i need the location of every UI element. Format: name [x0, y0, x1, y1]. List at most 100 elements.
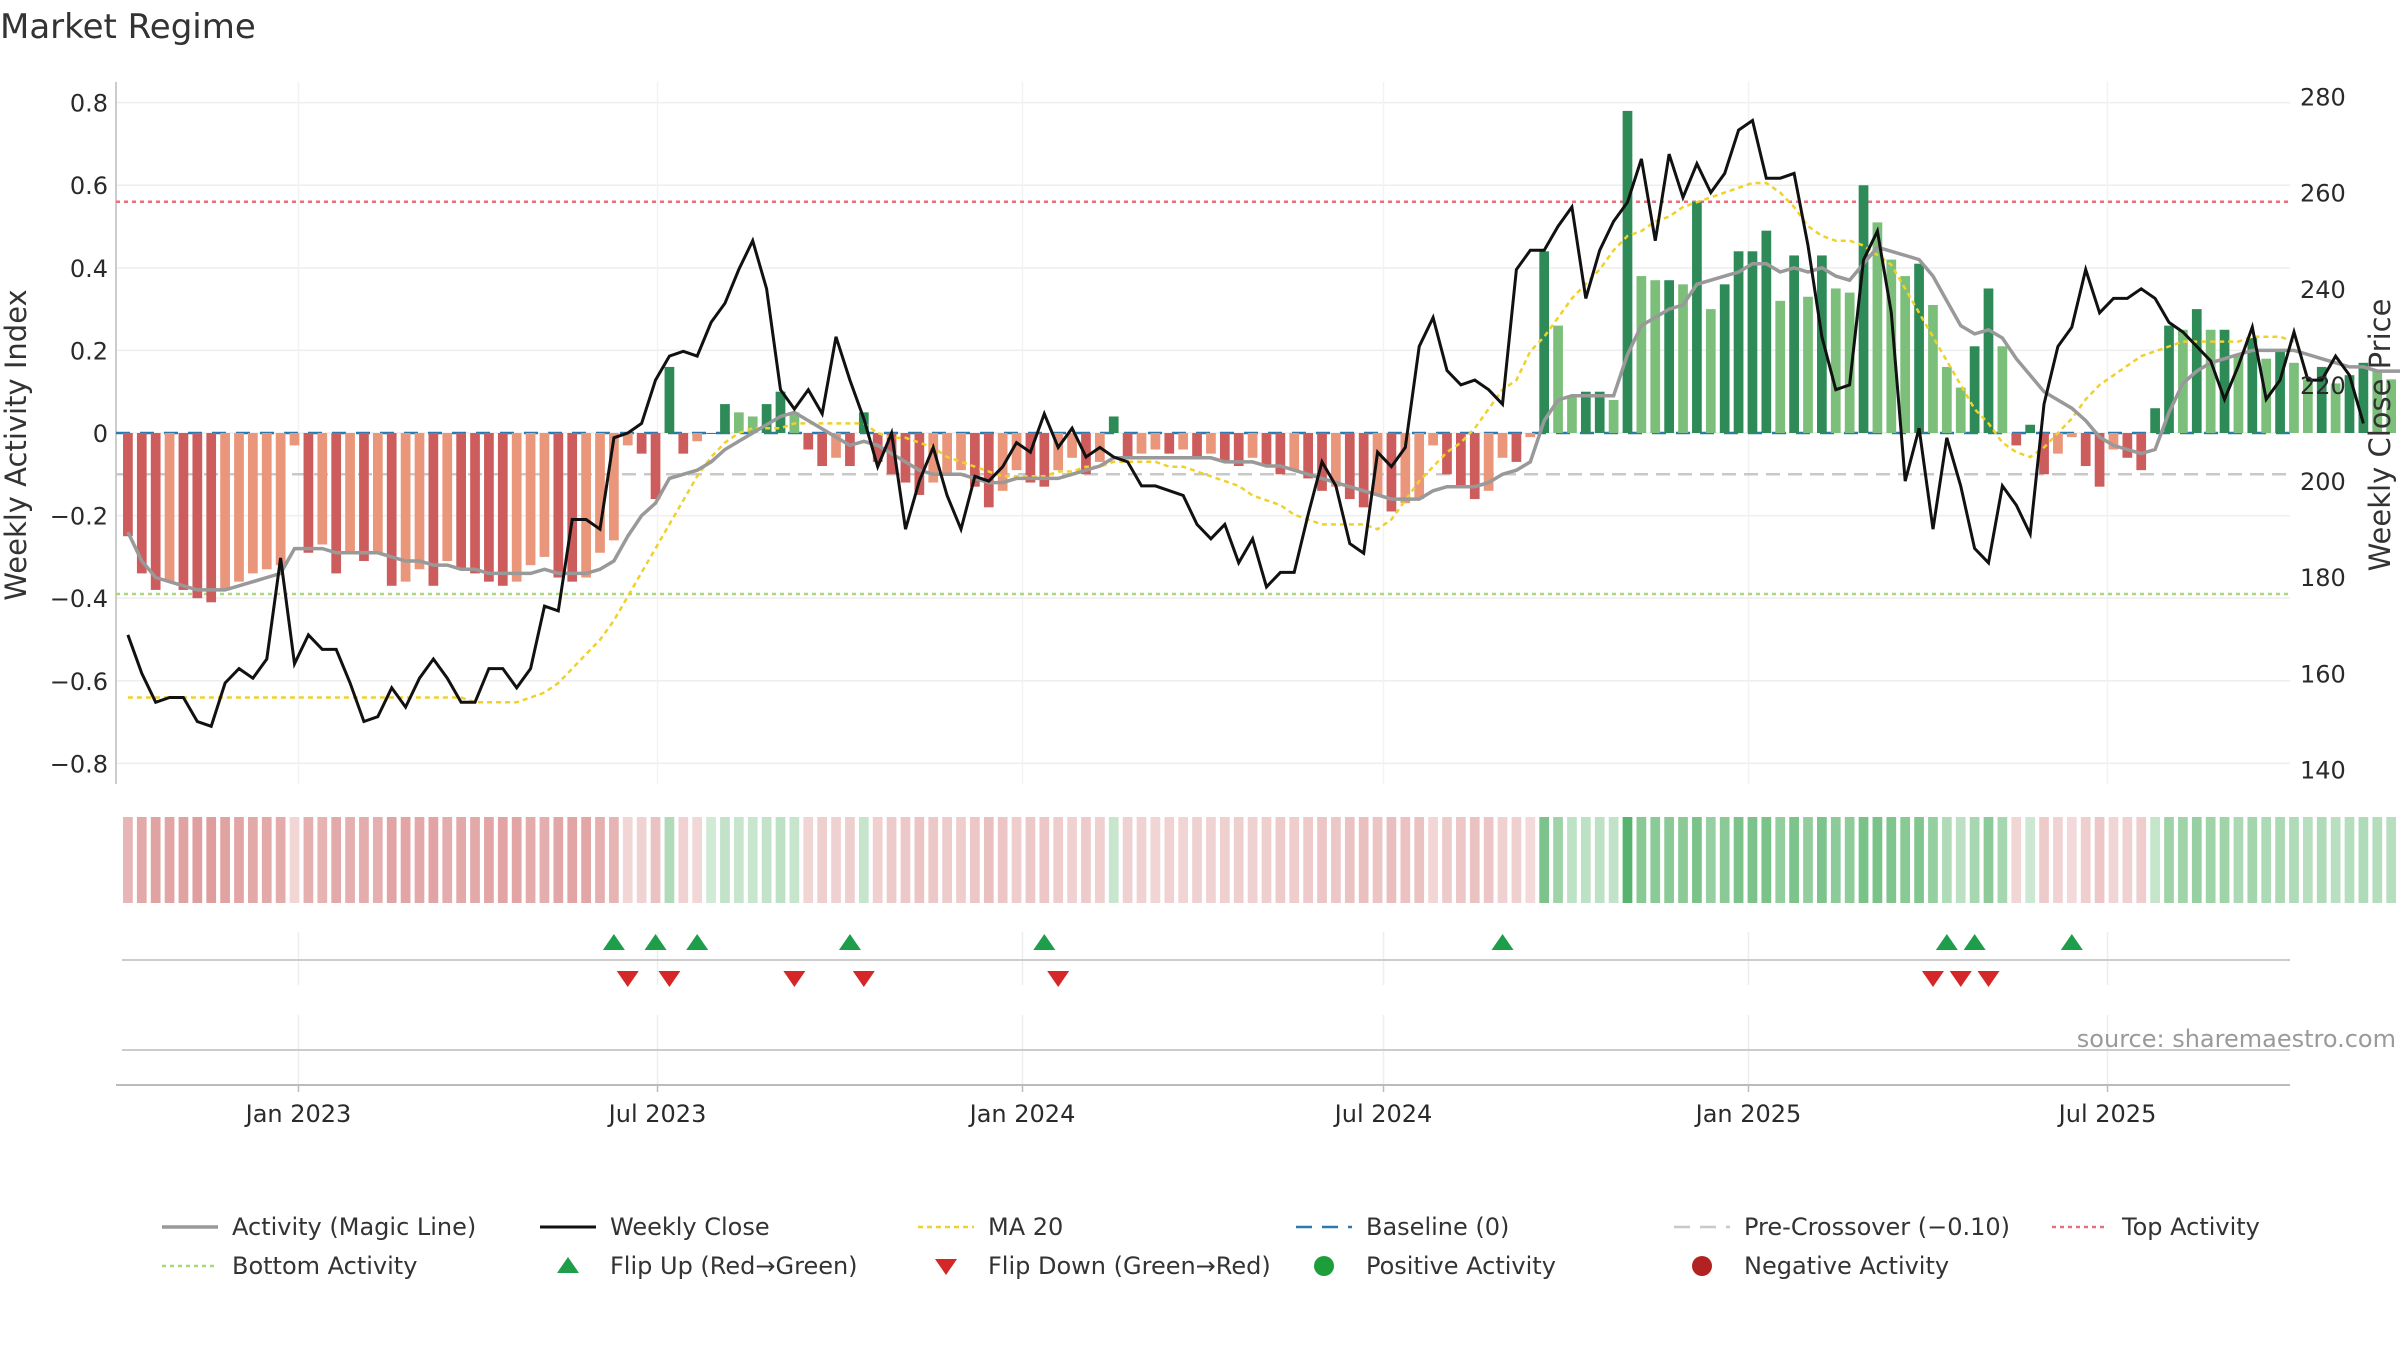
activity-bar [2219, 329, 2230, 433]
y-right-tick-label: 140 [2300, 757, 2346, 785]
regime-cell [609, 817, 619, 903]
activity-bar [1206, 433, 1216, 454]
regime-cell [317, 817, 328, 903]
activity-bar [2011, 433, 2022, 446]
activity-bar [2080, 433, 2091, 467]
activity-bar [1914, 263, 1924, 433]
activity-bar [567, 433, 578, 582]
x-tick-label: Jan 2023 [244, 1100, 352, 1128]
regime-cell [2053, 817, 2063, 903]
regime-cell [248, 817, 258, 903]
activity-bar [206, 433, 217, 603]
activity-bar [1331, 433, 1341, 487]
regime-cell [2344, 817, 2355, 903]
regime-cell [2302, 817, 2313, 903]
activity-bar [1817, 255, 1827, 433]
regime-cell [1275, 817, 1286, 903]
regime-cell [1469, 817, 1480, 903]
activity-bar [970, 433, 980, 487]
legend-swatch [1314, 1256, 1334, 1276]
regime-cell [1358, 817, 1369, 903]
activity-bar [1761, 230, 1772, 433]
activity-bar [817, 433, 828, 467]
activity-bar [1372, 433, 1383, 495]
activity-bar [1636, 276, 1647, 433]
activity-bar [303, 433, 314, 553]
regime-cell [747, 817, 758, 903]
activity-bar [1608, 399, 1619, 433]
activity-bar [400, 433, 411, 582]
regime-cell [2386, 817, 2397, 903]
regime-cell [1761, 817, 1772, 903]
activity-bar [1775, 300, 1786, 433]
weekly-close-line [126, 118, 2365, 729]
activity-bar [136, 433, 147, 574]
legend-label: Negative Activity [1744, 1252, 1949, 1280]
activity-bar [2372, 371, 2383, 433]
regime-cell [400, 817, 411, 903]
legend-item: Weekly Close [540, 1213, 770, 1241]
activity-bar [1344, 433, 1355, 500]
regime-cell [1622, 817, 1633, 903]
regime-cell [803, 817, 814, 903]
regime-cell [1830, 817, 1841, 903]
activity-bar [650, 433, 661, 500]
activity-bar [178, 433, 189, 590]
regime-cell [2205, 817, 2216, 903]
activity-bar [1136, 433, 1147, 454]
legend-label: Activity (Magic Line) [232, 1213, 476, 1241]
activity-bar [803, 433, 814, 450]
regime-cell [2191, 817, 2202, 903]
activity-bar [1858, 185, 1869, 433]
legend-swatch [557, 1257, 579, 1273]
legend-item: Negative Activity [1692, 1252, 1949, 1280]
regime-cell [1997, 817, 2008, 903]
regime-cell [2261, 817, 2272, 903]
regime-cell [2011, 817, 2022, 903]
activity-bar [1511, 433, 1522, 462]
regime-cell [1428, 817, 1438, 903]
regime-cell [1789, 817, 1799, 903]
activity-bar [1442, 433, 1452, 475]
regime-cell [2164, 817, 2174, 903]
y-tick-label: −0.8 [50, 750, 108, 778]
regime-cell [1344, 817, 1355, 903]
flip-up-marker [1963, 934, 1986, 950]
regime-cell [595, 817, 605, 903]
legend-label: Pre-Crossover (−0.10) [1744, 1213, 2010, 1241]
regime-cell [1941, 817, 1952, 903]
activity-bar [2316, 366, 2327, 433]
activity-bar [2289, 362, 2299, 433]
activity-bar [997, 433, 1008, 491]
regime-cell [2136, 817, 2147, 903]
flip-up-marker [644, 934, 667, 950]
regime-cell [983, 817, 994, 903]
activity-bar [1108, 416, 1119, 433]
activity-bar [2302, 379, 2313, 433]
regime-cell [567, 817, 578, 903]
activity-bar [956, 433, 966, 471]
legend-label: MA 20 [988, 1213, 1063, 1241]
y-axis-left-label: Weekly Activity Index [0, 289, 33, 600]
regime-cell [2122, 817, 2133, 903]
regime-cell [1386, 817, 1397, 903]
regime-cell [1858, 817, 1869, 903]
activity-bar [234, 433, 244, 582]
regime-cell [2233, 817, 2244, 903]
regime-cell [692, 817, 703, 903]
activity-bar [359, 433, 369, 562]
activity-bar [2386, 379, 2397, 433]
y-axis-right-label: Weekly Close Price [2363, 299, 2397, 572]
regime-cell [1094, 817, 1105, 903]
regime-cell [484, 817, 494, 903]
regime-cell [1775, 817, 1786, 903]
activity-bar [1941, 366, 1952, 433]
regime-cell [650, 817, 661, 903]
activity-bar [2275, 350, 2285, 433]
regime-cell [1567, 817, 1577, 903]
activity-bar [678, 433, 689, 454]
regime-cell [1539, 817, 1550, 903]
activity-bar [900, 433, 911, 483]
regime-cell [553, 817, 564, 903]
regime-cell [178, 817, 189, 903]
